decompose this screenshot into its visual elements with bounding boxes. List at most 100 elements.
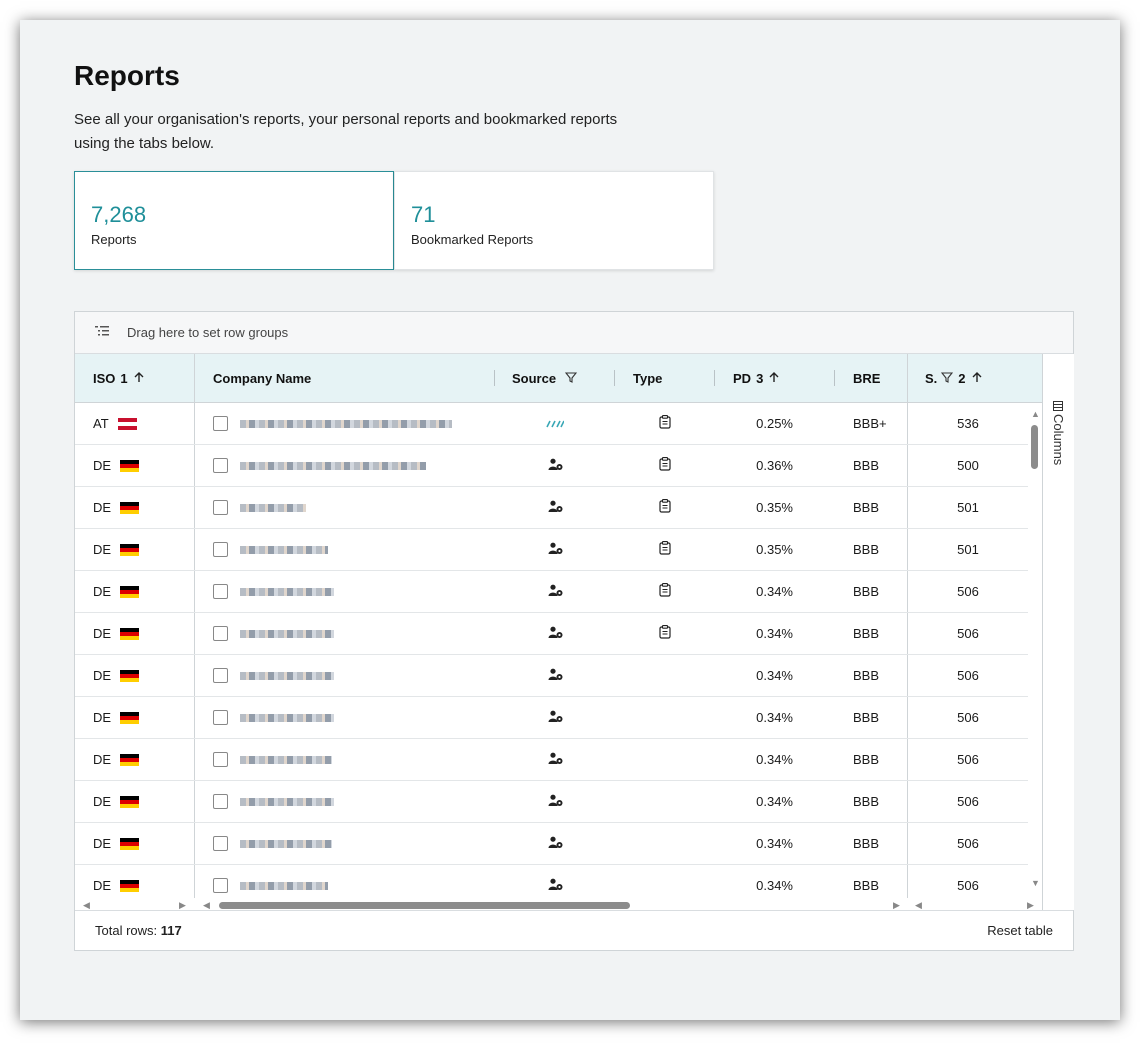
- header-score-sort-index: 2: [958, 371, 966, 386]
- header-company-label: Company Name: [213, 371, 312, 386]
- row-select-checkbox[interactable]: [213, 416, 228, 431]
- iso-code: DE: [93, 668, 112, 683]
- horizontal-scroll-thumb[interactable]: [219, 902, 630, 909]
- table-row[interactable]: DE 0.34% BBB 506: [75, 781, 1028, 823]
- company-name-redacted[interactable]: [240, 755, 332, 764]
- table-row[interactable]: DE 0.34% BBB 506: [75, 655, 1028, 697]
- user-gear-icon: [548, 500, 563, 516]
- row-select-checkbox[interactable]: [213, 626, 228, 641]
- row-group-drop-zone[interactable]: Drag here to set row groups: [75, 312, 1073, 354]
- company-name-redacted[interactable]: [240, 839, 332, 848]
- company-cell: [213, 865, 493, 900]
- scroll-down-icon[interactable]: ▼: [1031, 878, 1040, 888]
- header-score[interactable]: S. 2: [925, 354, 982, 403]
- table-row[interactable]: DE 0.34% BBB 506: [75, 697, 1028, 739]
- columns-panel-label[interactable]: Columns: [1051, 414, 1066, 466]
- bre-value: BBB: [853, 500, 880, 515]
- header-type[interactable]: Type: [633, 354, 662, 403]
- flag-de-icon: [120, 711, 140, 724]
- row-select-checkbox[interactable]: [213, 878, 228, 893]
- scroll-left-icon[interactable]: ◀: [203, 900, 210, 910]
- vertical-scroll-thumb[interactable]: [1031, 425, 1038, 469]
- iso-cell: DE: [93, 571, 193, 612]
- row-select-checkbox[interactable]: [213, 458, 228, 473]
- header-iso-sort-index: 1: [120, 371, 128, 386]
- filter-icon[interactable]: [941, 371, 954, 386]
- columns-side-panel[interactable]: Columns: [1042, 354, 1074, 910]
- scroll-left-icon[interactable]: ◀: [83, 900, 90, 910]
- bre-cell: BBB: [853, 823, 907, 864]
- row-select-checkbox[interactable]: [213, 500, 228, 515]
- table-row[interactable]: DE 0.35% BBB 501: [75, 529, 1028, 571]
- bre-value: BBB: [853, 836, 880, 851]
- score-cell: 506: [908, 613, 1028, 654]
- bookmarked-label: Bookmarked Reports: [411, 232, 534, 247]
- header-company-name[interactable]: Company Name: [213, 354, 311, 403]
- score-cell: 500: [908, 445, 1028, 486]
- header-pd[interactable]: PD 3: [733, 354, 779, 403]
- scroll-left-icon[interactable]: ◀: [915, 900, 922, 910]
- table-row[interactable]: DE 0.34% BBB 506: [75, 739, 1028, 781]
- company-name-redacted[interactable]: [240, 881, 328, 890]
- vertical-scrollbar[interactable]: ▲ ▼: [1028, 403, 1042, 900]
- iso-cell: DE: [93, 445, 193, 486]
- company-name-redacted[interactable]: [240, 461, 426, 470]
- tab-reports[interactable]: 7,268 Reports: [74, 171, 394, 270]
- iso-cell: DE: [93, 655, 193, 696]
- scroll-up-icon[interactable]: ▲: [1031, 409, 1040, 419]
- company-name-redacted[interactable]: [240, 419, 452, 428]
- iso-cell: DE: [93, 823, 193, 864]
- score-value: 506: [957, 584, 979, 599]
- iso-cell: DE: [93, 613, 193, 654]
- table-row[interactable]: DE 0.34% BBB 506: [75, 865, 1028, 900]
- row-select-checkbox[interactable]: [213, 752, 228, 767]
- header-iso[interactable]: ISO 1: [93, 354, 144, 403]
- iso-code: DE: [93, 710, 112, 725]
- pd-value: 0.34%: [756, 752, 793, 767]
- user-gear-icon: [548, 584, 563, 600]
- reports-window: Reports See all your organisation's repo…: [20, 20, 1120, 1020]
- row-select-checkbox[interactable]: [213, 668, 228, 683]
- type-cell: [615, 781, 715, 822]
- table-row[interactable]: DE 0.34% BBB 506: [75, 571, 1028, 613]
- horizontal-scrollbar[interactable]: ◀ ▶ ◀ ▶ ◀ ▶: [75, 898, 1042, 912]
- reset-table-button[interactable]: Reset table: [987, 923, 1053, 938]
- source-cell: [495, 445, 615, 486]
- table-row[interactable]: AT 0.25% BBB+ 536: [75, 403, 1028, 445]
- row-select-checkbox[interactable]: [213, 584, 228, 599]
- row-select-checkbox[interactable]: [213, 542, 228, 557]
- header-bre[interactable]: BRE: [853, 354, 880, 403]
- pd-cell: 0.34%: [715, 697, 793, 738]
- iso-cell: DE: [93, 529, 193, 570]
- score-cell: 506: [908, 655, 1028, 696]
- tab-bookmarked-reports[interactable]: 71 Bookmarked Reports: [394, 171, 714, 270]
- company-name-redacted[interactable]: [240, 503, 306, 512]
- header-separator: [834, 370, 835, 386]
- user-gear-icon: [548, 458, 563, 474]
- filter-icon[interactable]: [564, 371, 578, 386]
- flag-de-icon: [120, 669, 140, 682]
- score-value: 506: [957, 836, 979, 851]
- clipboard-icon: [659, 415, 671, 432]
- table-row[interactable]: DE 0.35% BBB 501: [75, 487, 1028, 529]
- company-name-redacted[interactable]: [240, 545, 328, 554]
- table-row[interactable]: DE 0.34% BBB 506: [75, 823, 1028, 865]
- table-row[interactable]: DE 0.36% BBB 500: [75, 445, 1028, 487]
- company-name-redacted[interactable]: [240, 671, 334, 680]
- row-select-checkbox[interactable]: [213, 710, 228, 725]
- scroll-right-icon[interactable]: ▶: [1027, 900, 1034, 910]
- scroll-right-icon[interactable]: ▶: [179, 900, 186, 910]
- company-name-redacted[interactable]: [240, 797, 334, 806]
- scroll-right-icon[interactable]: ▶: [893, 900, 900, 910]
- company-name-redacted[interactable]: [240, 713, 334, 722]
- row-select-checkbox[interactable]: [213, 794, 228, 809]
- company-name-redacted[interactable]: [240, 629, 334, 638]
- company-name-redacted[interactable]: [240, 587, 334, 596]
- score-value: 506: [957, 752, 979, 767]
- table-row[interactable]: DE 0.34% BBB 506: [75, 613, 1028, 655]
- row-select-checkbox[interactable]: [213, 836, 228, 851]
- header-separator: [494, 370, 495, 386]
- reports-label: Reports: [91, 232, 137, 247]
- pd-cell: 0.34%: [715, 739, 793, 780]
- header-source[interactable]: Source: [512, 354, 578, 403]
